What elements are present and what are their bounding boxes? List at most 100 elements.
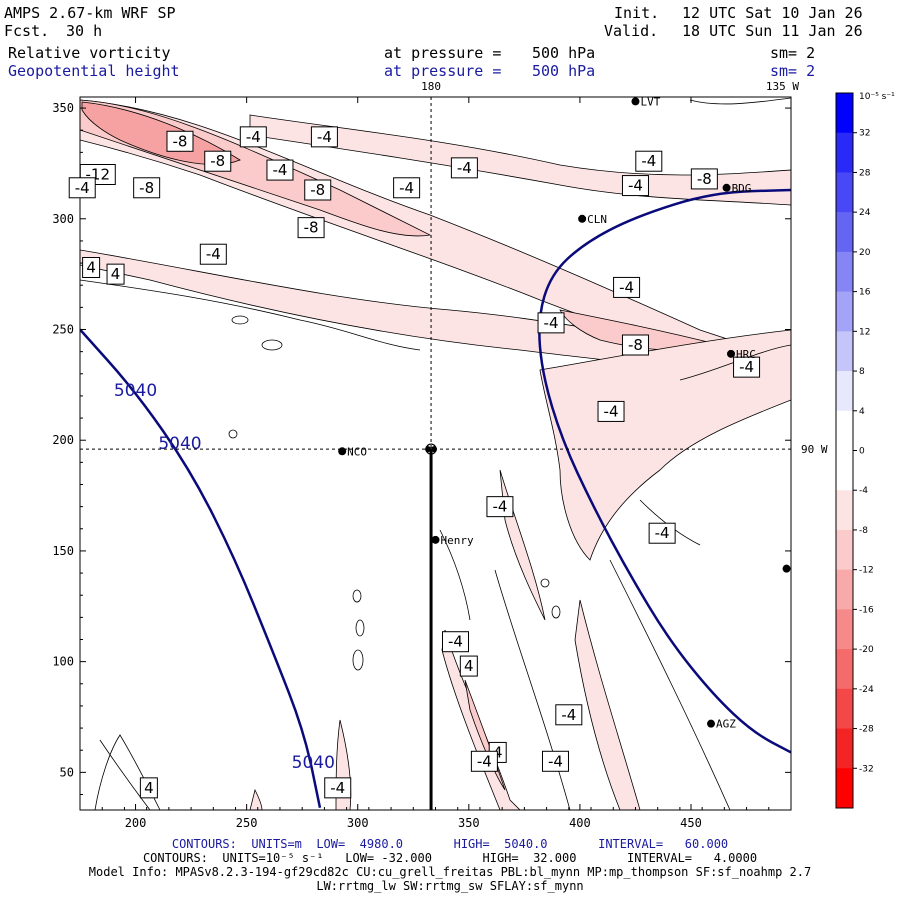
colorbar-swatch xyxy=(836,172,853,213)
colorbar-tick-label: 4 xyxy=(859,407,865,417)
vorticity-label-box xyxy=(733,356,761,378)
colorbar-swatch xyxy=(836,649,853,690)
vorticity-label-box xyxy=(199,243,227,265)
field1-name: Relative vorticity xyxy=(8,44,171,62)
vorticity-label-box xyxy=(537,312,565,334)
vorticity-label-box xyxy=(597,400,625,422)
vorticity-label-box xyxy=(470,750,498,772)
meridian-label-135w: 135 W xyxy=(766,80,799,93)
y-tick-label: 100 xyxy=(52,655,74,669)
y-tick-label: 50 xyxy=(60,765,74,779)
colorbar-swatch xyxy=(836,450,853,491)
vorticity-label-box xyxy=(106,263,125,285)
vorticity-label: -4 xyxy=(548,752,563,770)
y-tick-label: 200 xyxy=(52,433,74,447)
station-name: HRC xyxy=(736,348,756,361)
x-tick-label: 200 xyxy=(125,816,147,830)
meridian-label-90w: 90 W xyxy=(801,443,828,456)
vorticity-label-box xyxy=(204,150,232,172)
colorbar-tick-label: -12 xyxy=(859,566,874,576)
x-tick-label: 300 xyxy=(347,816,369,830)
vorticity-label-box xyxy=(635,150,663,172)
colorbar-swatch xyxy=(836,212,853,253)
vorticity-label: -4 xyxy=(206,245,221,263)
pole-marker-dot xyxy=(425,446,432,453)
colorbar-swatch xyxy=(836,93,853,134)
vorticity-label-box xyxy=(393,177,421,199)
colorbar-tick-label: 12 xyxy=(859,327,870,337)
vorticity-label: -4 xyxy=(561,706,576,724)
vorticity-label: -8 xyxy=(310,181,325,199)
vorticity-label-box xyxy=(541,750,569,772)
vorticity-label-box xyxy=(555,704,583,726)
vorticity-label: -4 xyxy=(330,779,345,797)
station-marker xyxy=(578,214,587,223)
vorticity-label: 4 xyxy=(464,657,474,675)
colorbar-tick-label: -28 xyxy=(859,725,874,735)
colorbar-swatch xyxy=(836,291,853,332)
x-tick-label: 450 xyxy=(680,816,702,830)
station-name: AGZ xyxy=(716,718,736,731)
station-name: CLN xyxy=(587,213,607,226)
vorticity-label: -4 xyxy=(492,498,507,516)
y-tick-label: 250 xyxy=(52,323,74,337)
colorbar-swatch xyxy=(836,410,853,451)
vorticity-label: -4 xyxy=(246,128,261,146)
vorticity-contour-info: CONTOURS: UNITS=10⁻⁵ s⁻¹ LOW= -32.000 HI… xyxy=(142,851,758,865)
station-marker xyxy=(431,535,440,544)
colorbar-unit: 10⁻⁵ s⁻¹ xyxy=(859,92,895,102)
vorticity-label-box xyxy=(459,655,478,677)
vorticity-label-box xyxy=(441,631,469,653)
colorbar-swatch xyxy=(836,569,853,610)
vorticity-label: -4 xyxy=(544,314,559,332)
model-title: AMPS 2.67-km WRF SP xyxy=(4,4,176,22)
vorticity-label: -4 xyxy=(739,358,754,376)
axes: 200 250 300 350 400 450 50 100 150 200 250 300 350 xyxy=(52,97,792,830)
vorticity-label: -4 xyxy=(641,152,656,170)
colorbar-tick-label: -4 xyxy=(859,486,868,496)
colorbar-swatch xyxy=(836,331,853,372)
station-marker xyxy=(631,97,640,106)
vorticity-label: -4 xyxy=(457,159,472,177)
vorticity-label: -8 xyxy=(304,219,319,237)
vorticity-label-box xyxy=(139,777,158,799)
vorticity-label-box xyxy=(621,175,649,197)
vorticity-label-box xyxy=(68,177,96,199)
vorticity-label: -4 xyxy=(75,179,90,197)
y-tick-label: 350 xyxy=(52,101,74,115)
forecast-label: Fcst. xyxy=(4,22,50,40)
vorticity-label-box xyxy=(621,334,649,356)
colorbar-tick-label: -16 xyxy=(859,605,874,615)
colorbar-tick-label: 20 xyxy=(859,248,871,258)
vorticity-label: -8 xyxy=(210,152,225,170)
pressure2-label: at pressure = xyxy=(384,62,502,80)
station-marker xyxy=(722,183,731,192)
colorbar-tick-label: -32 xyxy=(859,764,874,774)
colorbar-swatch xyxy=(836,371,853,412)
vorticity-label-box xyxy=(613,276,641,298)
station-marker xyxy=(338,447,347,456)
smoothing2: sm= 2 xyxy=(770,62,816,80)
x-tick-label: 350 xyxy=(458,816,480,830)
colorbar-swatch xyxy=(836,728,853,769)
colorbar-tick-label: 8 xyxy=(859,367,865,377)
vorticity-label: -8 xyxy=(697,170,712,188)
vorticity-label-box xyxy=(486,496,514,518)
vorticity-label: 4 xyxy=(144,779,154,797)
vorticity-label-box xyxy=(82,257,101,278)
forecast-hours: 30 h xyxy=(66,22,103,40)
x-tick-label: 250 xyxy=(236,816,258,830)
height-contour-label: 5040 xyxy=(114,381,157,401)
station-name: Henry xyxy=(441,534,474,547)
station-name: LVT xyxy=(640,95,660,108)
station-marker xyxy=(727,349,736,358)
vorticity-label-box xyxy=(450,157,478,179)
vorticity-label-box xyxy=(304,179,332,201)
stations: LVT BDG CLN HRC NCO Henry AGZ xyxy=(338,95,791,731)
vorticity-label-box xyxy=(166,130,194,152)
colorbar-tick-label: -8 xyxy=(859,526,868,536)
init-label: Init. xyxy=(614,4,660,22)
smoothing1: sm= 2 xyxy=(770,44,816,62)
height-contours: 5040 5040 5040 xyxy=(80,188,791,809)
vorticity-label: 4 xyxy=(111,265,121,283)
